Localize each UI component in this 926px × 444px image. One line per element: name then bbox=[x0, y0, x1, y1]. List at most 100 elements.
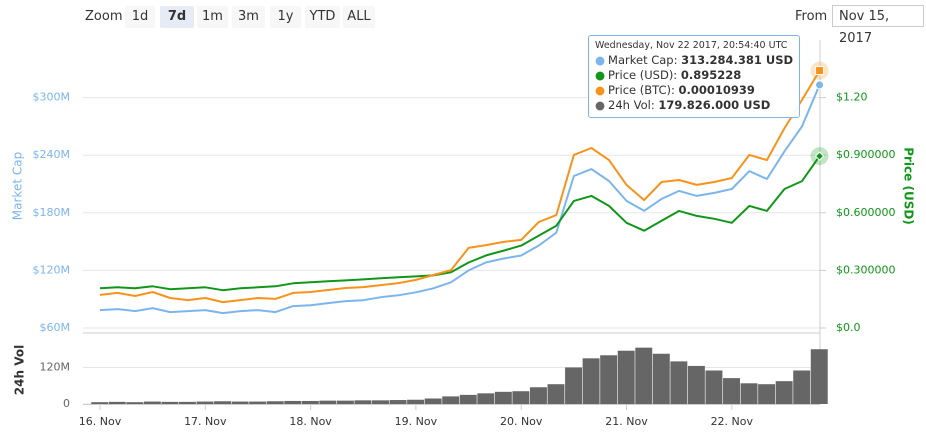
volume-bar bbox=[810, 349, 828, 404]
zoom-button[interactable]: YTD bbox=[305, 6, 340, 28]
x-tick-label: 19. Nov bbox=[395, 415, 438, 428]
volume-bar bbox=[758, 384, 776, 404]
zoom-button[interactable]: 7d bbox=[160, 6, 194, 28]
y2-tick-label: $0.0 bbox=[836, 321, 861, 334]
volume-bar bbox=[670, 361, 688, 404]
tooltip-label: Market Cap: bbox=[608, 53, 678, 67]
tooltip-bullet: ● bbox=[595, 83, 606, 97]
volume-bar bbox=[178, 401, 196, 404]
zoom-button[interactable]: 1d bbox=[125, 6, 155, 28]
volume-bar bbox=[143, 401, 161, 404]
from-label: From bbox=[795, 9, 828, 24]
y-tick-label: $240M bbox=[33, 148, 71, 161]
tooltip-header: Wednesday, Nov 22 2017, 20:54:40 UTC bbox=[595, 40, 788, 51]
volume-bar bbox=[249, 401, 267, 404]
tooltip-row: ● Price (USD): 0.895228 bbox=[595, 68, 793, 83]
tooltip-bullet: ● bbox=[595, 68, 606, 82]
volume-bar bbox=[547, 384, 565, 404]
volume-bar bbox=[354, 400, 372, 404]
series-line bbox=[99, 84, 821, 315]
volume-bar bbox=[582, 358, 600, 404]
volume-bar bbox=[477, 393, 495, 404]
zoom-label: Zoom bbox=[85, 9, 123, 24]
zoom-button[interactable]: 3m bbox=[232, 6, 265, 28]
volume-bar bbox=[301, 400, 319, 404]
tooltip-label: 24h Vol: bbox=[608, 98, 655, 112]
volume-bar bbox=[336, 400, 354, 404]
y-axis-title: Market Cap bbox=[11, 152, 25, 220]
volume-bar bbox=[214, 401, 232, 404]
volume-bar bbox=[91, 402, 109, 404]
volume-bar bbox=[231, 401, 249, 404]
x-tick-label: 21. Nov bbox=[605, 415, 648, 428]
x-tick-label: 18. Nov bbox=[289, 415, 332, 428]
volume-bar bbox=[512, 391, 530, 404]
hover-marker bbox=[815, 80, 825, 90]
zoom-button[interactable]: ALL bbox=[343, 6, 375, 28]
tooltip-row: ● Price (BTC): 0.00010939 bbox=[595, 83, 793, 98]
volume-bar bbox=[161, 401, 179, 404]
tooltip-row: ● Market Cap: 313.284.381 USD bbox=[595, 53, 793, 68]
volume-bar bbox=[652, 353, 670, 404]
tooltip-label: Price (USD): bbox=[608, 68, 678, 82]
series-line bbox=[99, 70, 821, 304]
volume-bar bbox=[442, 396, 460, 404]
vol-tick-label: 0 bbox=[63, 397, 70, 410]
volume-bar bbox=[723, 378, 740, 404]
volume-bar bbox=[319, 400, 337, 404]
tooltip-row: ● 24h Vol: 179.826.000 USD bbox=[595, 98, 793, 113]
y-tick-label: $120M bbox=[33, 263, 71, 276]
tooltip-value: 179.826.000 USD bbox=[658, 98, 771, 112]
tooltip-bullet: ● bbox=[595, 53, 606, 67]
volume-bar bbox=[600, 355, 618, 404]
volume-bar bbox=[108, 401, 126, 404]
vol-tick-label: 120M bbox=[40, 360, 71, 373]
y-tick-label: $180M bbox=[33, 206, 71, 219]
volume-bar bbox=[126, 402, 144, 404]
tooltip-label: Price (BTC): bbox=[608, 83, 675, 97]
volume-bar bbox=[793, 370, 811, 404]
from-date-input[interactable]: Nov 15, 2017 bbox=[832, 5, 924, 46]
volume-bar bbox=[372, 400, 389, 404]
volume-bar bbox=[565, 367, 583, 404]
y2-axis-title: Price (USD) bbox=[902, 147, 916, 225]
y-tick-label: $60M bbox=[40, 321, 71, 334]
volume-bar bbox=[494, 391, 512, 404]
tooltip-value: 313.284.381 USD bbox=[681, 53, 794, 67]
series-line bbox=[99, 155, 821, 292]
hover-marker bbox=[815, 66, 825, 76]
tooltip-value: 0.00010939 bbox=[678, 83, 755, 97]
volume-bar bbox=[196, 401, 214, 404]
x-tick-label: 17. Nov bbox=[184, 415, 227, 428]
y2-tick-label: $0.600000 bbox=[836, 206, 896, 219]
hover-marker bbox=[814, 151, 825, 161]
volume-bar bbox=[705, 370, 723, 404]
volume-bar bbox=[635, 347, 653, 404]
tooltip-value: 0.895228 bbox=[680, 68, 742, 82]
volume-bar bbox=[617, 350, 635, 404]
x-tick-label: 16. Nov bbox=[79, 415, 122, 428]
zoom-button[interactable]: 1m bbox=[197, 6, 228, 28]
y2-tick-label: $1.20 bbox=[836, 91, 868, 104]
volume-bar bbox=[407, 399, 425, 404]
zoom-button[interactable]: 1y bbox=[270, 6, 301, 28]
x-tick-label: 20. Nov bbox=[500, 415, 543, 428]
tooltip-bullet: ● bbox=[595, 98, 606, 112]
volume-bar bbox=[424, 398, 442, 404]
volume-bar bbox=[284, 400, 302, 404]
volume-bar bbox=[266, 401, 284, 404]
x-tick-label: 22. Nov bbox=[711, 415, 754, 428]
volume-bar bbox=[687, 365, 705, 404]
volume-bar bbox=[529, 387, 547, 404]
vol-axis-title: 24h Vol bbox=[13, 345, 27, 395]
volume-bar bbox=[459, 394, 477, 404]
y-tick-label: $300M bbox=[33, 91, 71, 104]
y2-tick-label: $0.900000 bbox=[836, 148, 896, 161]
volume-bar bbox=[389, 400, 407, 404]
volume-bar bbox=[775, 381, 793, 404]
y2-tick-label: $0.300000 bbox=[836, 263, 896, 276]
tooltip: Wednesday, Nov 22 2017, 20:54:40 UTC ● Ma… bbox=[588, 35, 800, 118]
volume-bar bbox=[740, 383, 758, 404]
